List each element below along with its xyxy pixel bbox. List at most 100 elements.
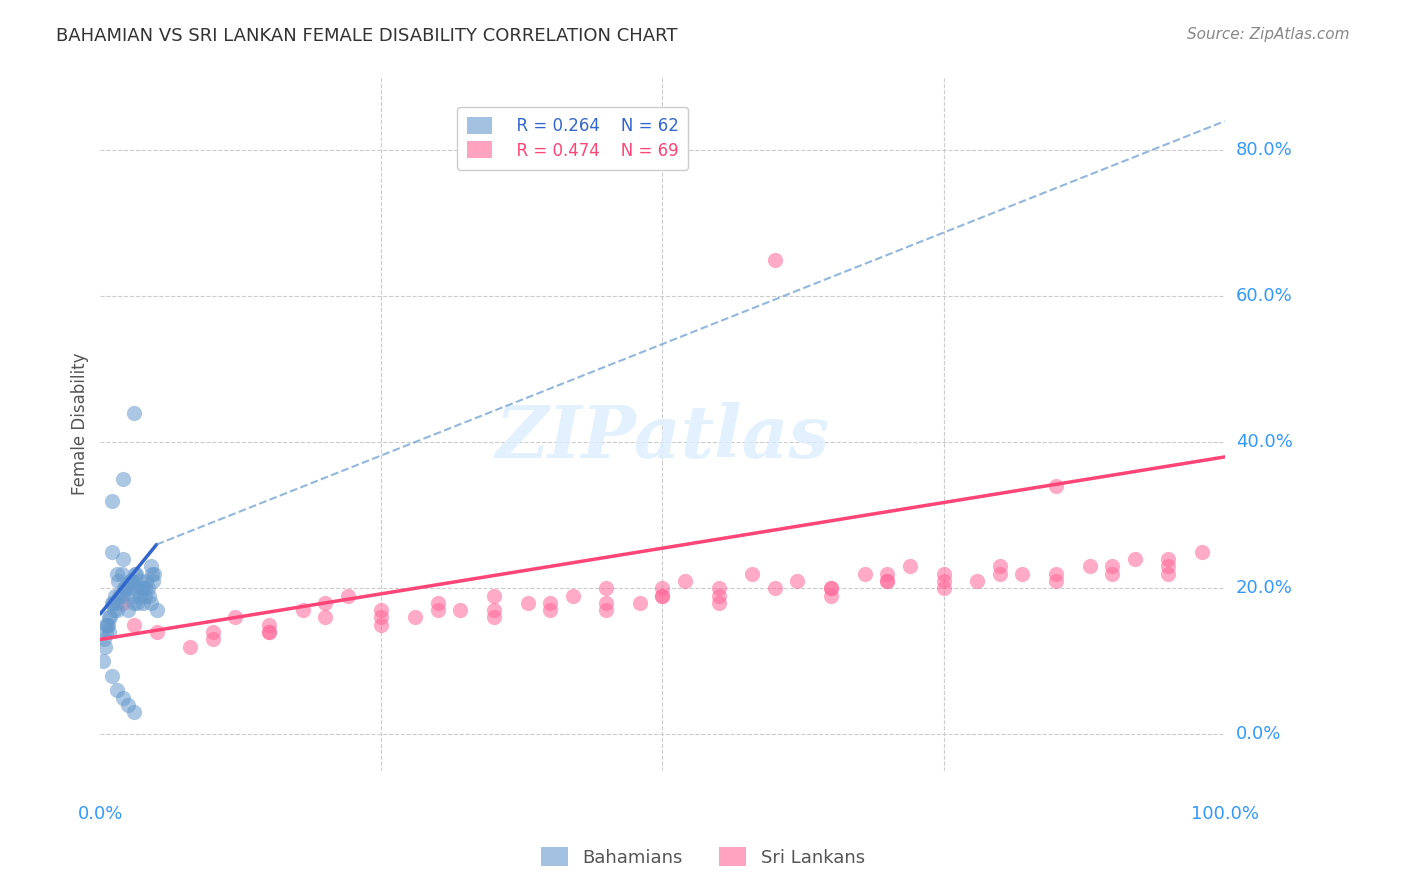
Point xyxy=(932,574,955,588)
Point xyxy=(107,574,129,588)
Point xyxy=(101,596,124,610)
Point xyxy=(1045,479,1067,493)
Point xyxy=(114,582,136,596)
Point xyxy=(876,566,898,581)
Point xyxy=(122,617,145,632)
Point xyxy=(128,574,150,588)
Point xyxy=(98,625,121,640)
Point xyxy=(370,617,392,632)
Point xyxy=(651,582,673,596)
Point xyxy=(1191,545,1213,559)
Point xyxy=(786,574,808,588)
Point xyxy=(1011,566,1033,581)
Point xyxy=(201,632,224,647)
Point xyxy=(104,589,127,603)
Point xyxy=(122,582,145,596)
Point xyxy=(139,559,162,574)
Point xyxy=(103,603,125,617)
Point xyxy=(1078,559,1101,574)
Point xyxy=(426,603,449,617)
Point xyxy=(314,610,336,624)
Point xyxy=(404,610,426,624)
Point xyxy=(111,472,134,486)
Point xyxy=(110,589,132,603)
Point xyxy=(145,625,167,640)
Point xyxy=(595,596,617,610)
Point xyxy=(224,610,246,624)
Point xyxy=(131,582,153,596)
Point xyxy=(139,596,162,610)
Point xyxy=(820,582,842,596)
Point xyxy=(134,582,156,596)
Point xyxy=(117,603,139,617)
Point xyxy=(91,654,114,668)
Point xyxy=(876,574,898,588)
Point xyxy=(132,596,155,610)
Point xyxy=(117,582,139,596)
Point xyxy=(111,690,134,705)
Point xyxy=(201,625,224,640)
Text: BAHAMIAN VS SRI LANKAN FEMALE DISABILITY CORRELATION CHART: BAHAMIAN VS SRI LANKAN FEMALE DISABILITY… xyxy=(56,27,678,45)
Point xyxy=(94,640,117,654)
Point xyxy=(763,252,786,267)
Point xyxy=(1045,574,1067,588)
Point xyxy=(482,589,505,603)
Point xyxy=(122,406,145,420)
Point xyxy=(707,589,730,603)
Point xyxy=(179,640,201,654)
Point xyxy=(561,589,583,603)
Point xyxy=(138,589,160,603)
Point xyxy=(94,617,117,632)
Point xyxy=(105,603,128,617)
Point xyxy=(135,574,157,588)
Point xyxy=(763,582,786,596)
Text: 0.0%: 0.0% xyxy=(77,805,124,823)
Point xyxy=(1123,552,1146,566)
Point xyxy=(105,566,128,581)
Point xyxy=(370,610,392,624)
Point xyxy=(595,582,617,596)
Point xyxy=(94,625,117,640)
Point xyxy=(1045,566,1067,581)
Point xyxy=(105,596,128,610)
Text: Source: ZipAtlas.com: Source: ZipAtlas.com xyxy=(1187,27,1350,42)
Point xyxy=(370,603,392,617)
Point xyxy=(111,589,134,603)
Text: 80.0%: 80.0% xyxy=(1236,142,1292,160)
Point xyxy=(988,559,1011,574)
Point xyxy=(122,596,145,610)
Point xyxy=(257,625,280,640)
Point xyxy=(898,559,921,574)
Point xyxy=(449,603,471,617)
Point xyxy=(96,617,118,632)
Point xyxy=(134,589,156,603)
Point xyxy=(707,582,730,596)
Point xyxy=(93,632,115,647)
Point xyxy=(820,582,842,596)
Point xyxy=(121,574,143,588)
Point xyxy=(741,566,763,581)
Point xyxy=(127,596,149,610)
Point xyxy=(291,603,314,617)
Point xyxy=(117,698,139,712)
Point xyxy=(143,566,166,581)
Legend: Bahamians, Sri Lankans: Bahamians, Sri Lankans xyxy=(534,840,872,874)
Point xyxy=(482,610,505,624)
Point xyxy=(673,574,696,588)
Point xyxy=(108,589,131,603)
Point xyxy=(145,603,167,617)
Text: 40.0%: 40.0% xyxy=(1236,434,1292,451)
Point xyxy=(1157,552,1180,566)
Point xyxy=(482,603,505,617)
Text: 20.0%: 20.0% xyxy=(1236,579,1292,598)
Point xyxy=(136,582,159,596)
Point xyxy=(988,566,1011,581)
Point xyxy=(118,574,141,588)
Point xyxy=(129,582,152,596)
Point xyxy=(1101,559,1123,574)
Point xyxy=(820,589,842,603)
Point xyxy=(1101,566,1123,581)
Point xyxy=(651,589,673,603)
Point xyxy=(124,566,146,581)
Text: 60.0%: 60.0% xyxy=(1236,287,1292,305)
